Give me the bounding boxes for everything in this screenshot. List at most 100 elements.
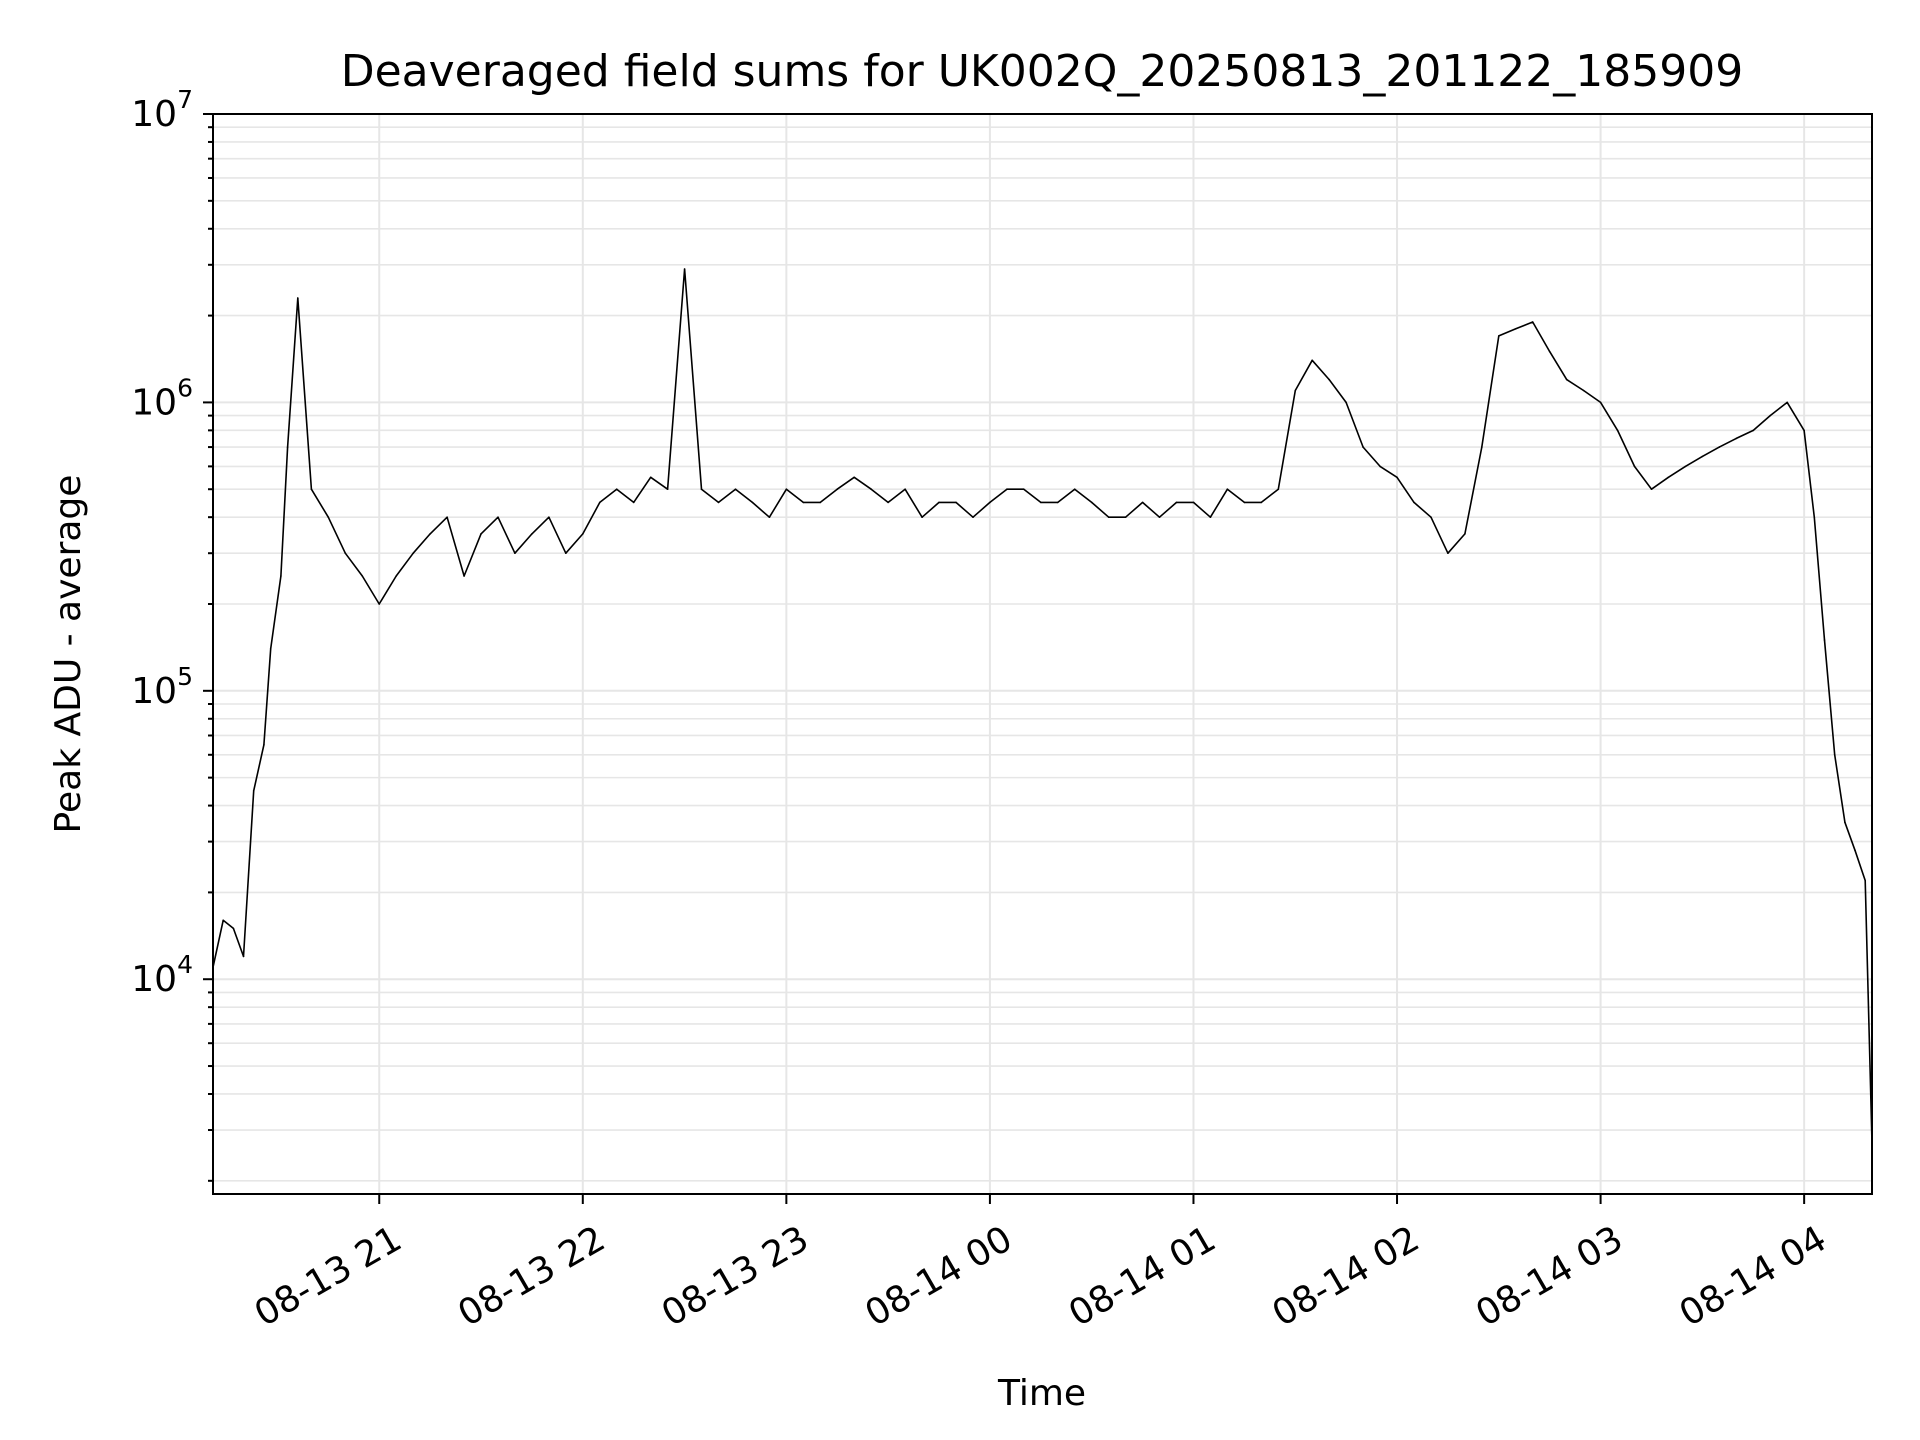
data-point (1006, 488, 1008, 491)
y-tick-label: 106 (131, 373, 193, 423)
data-point (1057, 501, 1059, 504)
data-point (938, 501, 940, 504)
data-point (717, 501, 720, 504)
data-point (1498, 335, 1500, 337)
data-point (1277, 488, 1280, 491)
data-point (870, 488, 872, 491)
data-point (1294, 389, 1297, 392)
data-point (700, 488, 703, 491)
data-point (734, 488, 737, 491)
data-point (1769, 414, 1771, 417)
data-point (548, 516, 550, 518)
data-point (1481, 446, 1483, 448)
y-axis-label: Peak ADU - average (48, 475, 89, 834)
plot-frame (212, 113, 1873, 1195)
data-point (1786, 401, 1788, 404)
data-point (286, 446, 289, 448)
data-point (232, 927, 235, 930)
data-point (1515, 328, 1517, 330)
data-point (921, 516, 923, 518)
data-point (1684, 465, 1687, 468)
data-point (1667, 476, 1670, 479)
data-point (1582, 389, 1585, 392)
data-point (955, 501, 957, 504)
data-point (1864, 879, 1866, 882)
data-point (395, 575, 398, 577)
y-tick-exponent: 4 (177, 950, 193, 979)
data-point (269, 647, 272, 650)
data-point (1209, 516, 1212, 518)
data-point (632, 501, 635, 504)
data-point (1226, 488, 1229, 491)
y-tick-exponent: 6 (177, 373, 193, 402)
data-point (1565, 378, 1568, 381)
data-point (1413, 501, 1415, 504)
data-point (514, 552, 516, 554)
data-point (1616, 429, 1619, 432)
y-tick-base: 10 (131, 94, 177, 135)
data-point (1854, 849, 1856, 852)
x-axis-label: Time (997, 1373, 1086, 1414)
data-point (1803, 429, 1805, 432)
data-point (361, 575, 364, 577)
data-point (1599, 401, 1602, 404)
data-point (1650, 488, 1653, 491)
data-point (280, 575, 282, 577)
series-layer (213, 268, 1872, 1144)
data-point (1243, 501, 1246, 504)
data-point (1548, 350, 1551, 353)
data-point (683, 268, 686, 270)
data-point (378, 603, 381, 605)
data-point (1379, 465, 1381, 468)
data-point (1718, 446, 1721, 448)
data-point (649, 476, 652, 479)
gridlines (213, 113, 1872, 1194)
data-point (497, 516, 499, 518)
data-point (751, 501, 754, 504)
data-point (1844, 821, 1846, 824)
data-point (463, 575, 465, 577)
data-point (1158, 516, 1161, 518)
data-point (222, 919, 224, 922)
y-tick-exponent: 7 (177, 85, 193, 114)
data-point (1175, 501, 1178, 504)
y-tick-base: 10 (131, 382, 177, 423)
data-point (1430, 516, 1432, 518)
data-point (582, 533, 584, 535)
y-tick-label: 105 (131, 662, 193, 712)
data-point (344, 552, 347, 554)
data-point (785, 488, 788, 491)
data-point (1345, 401, 1347, 404)
y-tick-base: 10 (131, 671, 177, 712)
data-point (1833, 754, 1836, 756)
data-point (1531, 321, 1534, 323)
data-point (310, 488, 313, 491)
data-point (1040, 501, 1042, 504)
data-point (1823, 639, 1826, 641)
y-tick-exponent: 5 (177, 662, 193, 691)
data-point (1141, 501, 1144, 504)
data-point (1464, 533, 1466, 535)
y-tick-label: 104 (131, 950, 193, 1000)
data-point (1260, 501, 1263, 504)
chart-title: Deaveraged field sums for UK002Q_2025081… (341, 46, 1744, 97)
data-point (252, 790, 255, 792)
data-point (1447, 552, 1449, 554)
data-point (429, 533, 431, 535)
data-point (297, 297, 299, 299)
data-point (1633, 465, 1636, 468)
data-point (666, 488, 669, 491)
data-point (836, 488, 838, 491)
data-point (242, 955, 245, 958)
data-point (1311, 359, 1313, 362)
series-line-0 (213, 268, 1872, 1144)
data-point (819, 501, 822, 504)
data-point (1107, 516, 1110, 518)
data-point (599, 501, 601, 504)
data-point (1362, 446, 1364, 448)
data-point (1124, 516, 1127, 518)
data-point (1396, 476, 1398, 479)
data-point (989, 501, 991, 504)
data-point (1023, 488, 1025, 491)
data-point (1701, 455, 1704, 458)
